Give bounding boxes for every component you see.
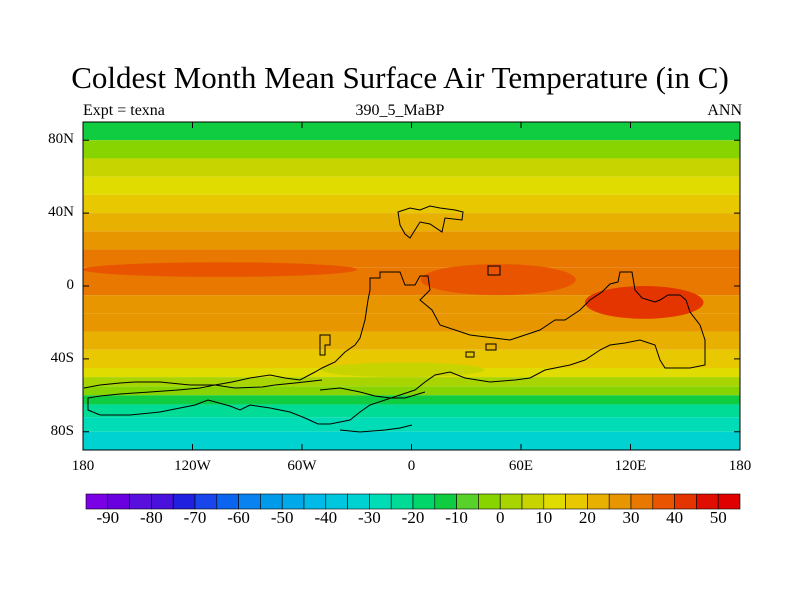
colorbar-swatch bbox=[696, 493, 719, 510]
temperature-band-19 bbox=[83, 431, 740, 450]
temperature-band-10 bbox=[83, 313, 740, 332]
colorbar-swatch bbox=[238, 493, 261, 510]
colorbar-label: 10 bbox=[535, 508, 553, 527]
colorbar-swatch bbox=[129, 493, 152, 510]
temperature-band-16 bbox=[83, 395, 740, 405]
colorbar-swatch bbox=[674, 493, 697, 510]
colorbar-swatch bbox=[434, 493, 457, 510]
temperature-band-2 bbox=[83, 158, 740, 177]
colorbar-swatch bbox=[717, 493, 741, 510]
temperature-band-3 bbox=[83, 176, 740, 195]
colorbar-swatch bbox=[478, 493, 501, 510]
colorbar-swatch bbox=[543, 493, 566, 510]
colorbar-swatch bbox=[630, 493, 654, 510]
colorbar-swatch bbox=[303, 493, 327, 510]
colorbar-swatch bbox=[216, 493, 239, 510]
colorbar-swatch bbox=[456, 493, 479, 510]
colorbar-label: -20 bbox=[401, 508, 425, 527]
colorbar-label: -10 bbox=[445, 508, 468, 527]
colorbar-swatch bbox=[260, 493, 283, 510]
lat-label: 40S bbox=[50, 349, 74, 366]
colorbar-label: 30 bbox=[622, 508, 640, 527]
lat-label: 0 bbox=[66, 277, 75, 293]
axis-ticks bbox=[82, 122, 741, 450]
colorbar-label: -50 bbox=[270, 508, 294, 527]
colorbar-swatch bbox=[652, 493, 675, 510]
lon-label: 60W bbox=[287, 458, 317, 474]
lon-label: 120E bbox=[614, 458, 647, 474]
temperature-anomaly-1 bbox=[420, 264, 576, 296]
temperature-anomaly-3 bbox=[320, 362, 485, 378]
colorbar-swatch bbox=[325, 493, 348, 510]
temperature-band-0 bbox=[83, 122, 740, 141]
experiment-label: Expt = texna bbox=[83, 102, 165, 119]
colorbar bbox=[85, 493, 741, 510]
temperature-band-1 bbox=[83, 140, 740, 159]
colorbar-label: 20 bbox=[578, 508, 596, 527]
colorbar-swatch bbox=[347, 493, 370, 510]
colorbar-swatch bbox=[412, 493, 436, 510]
lat-label: 80S bbox=[50, 422, 74, 439]
coastline-south-interior bbox=[319, 387, 426, 433]
colorbar-label: 0 bbox=[495, 508, 505, 527]
temperature-band-6 bbox=[83, 231, 740, 250]
lat-label: 40N bbox=[48, 204, 74, 221]
lat-label: 80N bbox=[48, 131, 74, 148]
colorbar-label: -40 bbox=[314, 508, 338, 527]
lon-label: 180 bbox=[728, 458, 752, 474]
colorbar-label: -70 bbox=[183, 508, 207, 527]
temperature-band-18 bbox=[83, 417, 740, 432]
season-label: ANN bbox=[707, 102, 742, 119]
colorbar-swatch bbox=[390, 493, 414, 510]
colorbar-label: -60 bbox=[227, 508, 250, 527]
chart-title: Coldest Month Mean Surface Air Temperatu… bbox=[71, 60, 729, 95]
temperature-field bbox=[83, 122, 740, 450]
temperature-band-17 bbox=[83, 404, 740, 418]
colorbar-label: -30 bbox=[358, 508, 381, 527]
coastline-gondwana-west bbox=[319, 334, 331, 356]
colorbar-swatch bbox=[565, 493, 588, 510]
temperature-anomaly-2 bbox=[584, 286, 704, 319]
coastline-islet-1 bbox=[487, 265, 501, 276]
colorbar-swatch bbox=[281, 493, 305, 510]
colorbar-swatch bbox=[587, 493, 610, 510]
temperature-band-11 bbox=[83, 331, 740, 350]
period-label: 390_5_MaBP bbox=[355, 102, 445, 119]
temperature-band-4 bbox=[83, 194, 740, 214]
colorbar-swatch bbox=[369, 493, 392, 510]
temperature-band-14 bbox=[83, 377, 740, 387]
coastline-north-island bbox=[397, 205, 464, 239]
colorbar-swatch bbox=[107, 493, 130, 510]
coastline-islet-3 bbox=[465, 351, 475, 358]
colorbar-swatch bbox=[521, 493, 545, 510]
colorbar-swatch bbox=[172, 493, 196, 510]
colorbar-label: 50 bbox=[709, 508, 727, 527]
lon-label: 0 bbox=[407, 458, 416, 474]
lon-label: 180 bbox=[71, 458, 95, 474]
colorbar-swatch bbox=[85, 493, 109, 510]
lon-label: 60E bbox=[508, 458, 534, 474]
colorbar-swatch bbox=[499, 493, 523, 510]
coastlines bbox=[83, 205, 706, 433]
colorbar-label: -80 bbox=[140, 508, 163, 527]
colorbar-swatch bbox=[151, 493, 174, 510]
temperature-band-5 bbox=[83, 213, 740, 232]
colorbar-label: -90 bbox=[96, 508, 120, 527]
colorbar-swatch bbox=[608, 493, 632, 510]
temperature-band-9 bbox=[83, 295, 740, 314]
colorbar-label: 40 bbox=[666, 508, 684, 527]
coastline-islet-2 bbox=[485, 343, 497, 351]
lon-label: 120W bbox=[174, 458, 211, 474]
temperature-anomaly-0 bbox=[83, 262, 357, 277]
colorbar-swatch bbox=[194, 493, 218, 510]
coastline-antarctic-arc bbox=[83, 379, 323, 389]
coastline-gondwana bbox=[87, 271, 706, 425]
